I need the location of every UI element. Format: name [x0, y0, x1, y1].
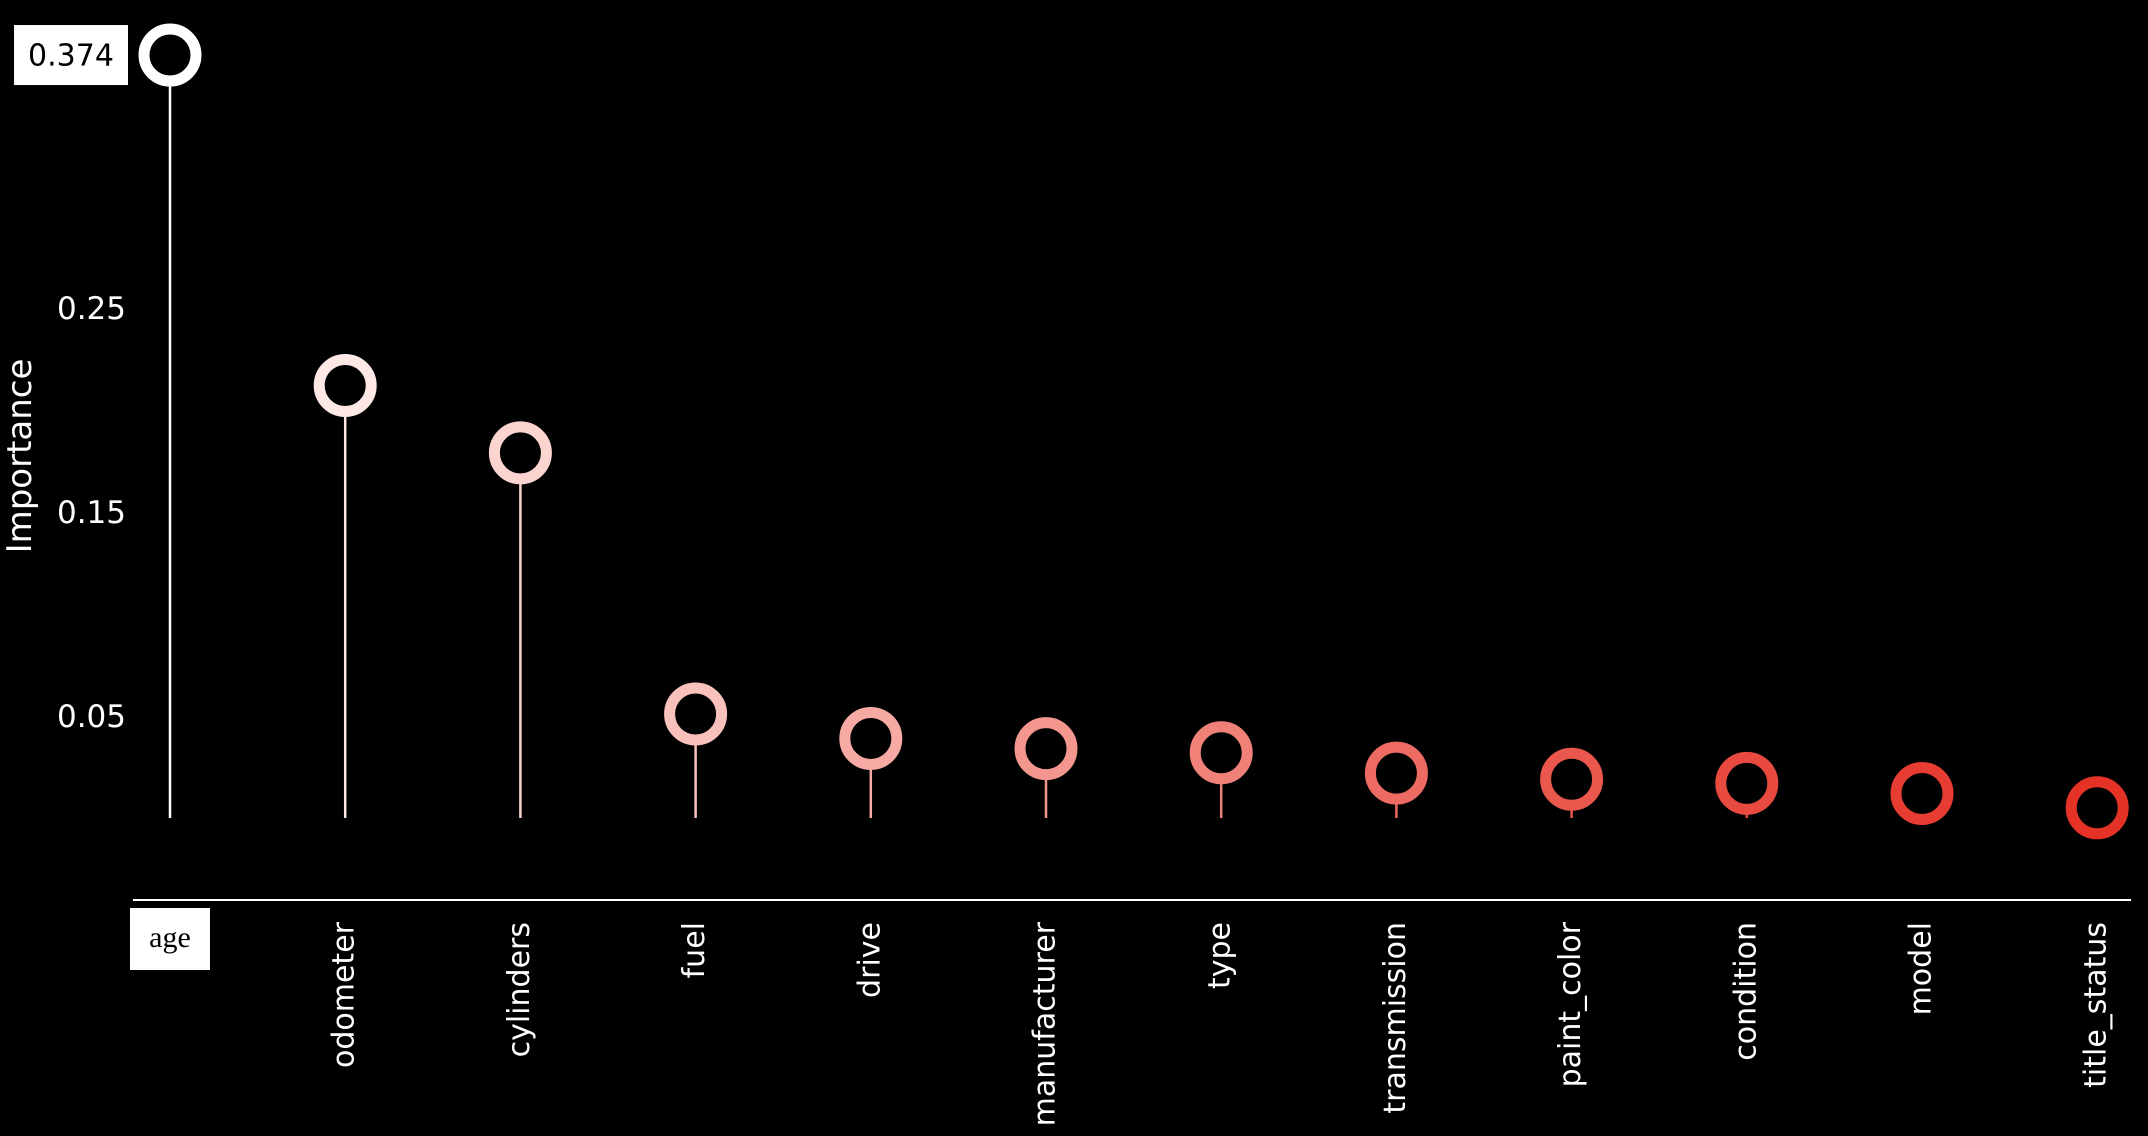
marker-title_status[interactable] [2065, 776, 2129, 840]
marker-age[interactable] [138, 23, 202, 87]
marker-cylinders[interactable] [488, 421, 552, 485]
marker-transmission[interactable] [1364, 741, 1428, 805]
x-category-label: title_status [2079, 922, 2114, 1088]
x-category-label: transmission [1378, 922, 1413, 1114]
y-axis-label-group: Importance [0, 359, 40, 554]
x-category-label: type [1203, 922, 1238, 989]
marker-fuel[interactable] [664, 682, 728, 746]
lollipop-markers [138, 23, 2129, 840]
marker-condition[interactable] [1715, 751, 1779, 815]
highlight-value-box [14, 25, 128, 86]
highlight-value-label: 0.374 [28, 39, 114, 74]
marker-paint_color[interactable] [1540, 747, 1604, 811]
x-category-label: odometer [327, 921, 362, 1068]
marker-type[interactable] [1189, 721, 1253, 785]
marker-manufacturer[interactable] [1014, 717, 1078, 781]
x-category-label: paint_color [1553, 921, 1588, 1087]
highlight-value-callout: 0.374 [14, 25, 128, 86]
y-axis-label: Importance [0, 359, 40, 554]
lollipop-stems [168, 55, 2099, 818]
x-category-label: age [149, 921, 191, 954]
y-axis-ticks: 0.05 0.15 0.25 [57, 291, 126, 735]
x-category-label: drive [852, 922, 887, 998]
x-category-label: condition [1728, 922, 1763, 1061]
x-axis-category-labels: age odometer cylinders fuel drive manufacture… [130, 908, 2114, 1126]
marker-model[interactable] [1890, 762, 1954, 826]
x-category-label: manufacturer [1028, 921, 1063, 1126]
x-category-label: model [1904, 922, 1939, 1015]
highlight-category-box [130, 908, 210, 970]
marker-odometer[interactable] [313, 354, 377, 418]
y-tick-label: 0.05 [57, 699, 126, 735]
y-tick-label: 0.15 [57, 495, 126, 531]
marker-drive[interactable] [839, 706, 903, 770]
y-tick-label: 0.25 [57, 291, 126, 327]
x-category-label: fuel [677, 922, 712, 978]
x-category-label: cylinders [502, 922, 537, 1057]
